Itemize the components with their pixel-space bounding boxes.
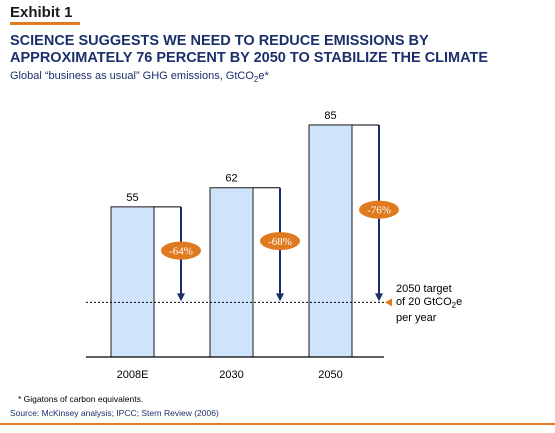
value-label: 62 bbox=[225, 173, 237, 185]
reduction-label: -64% bbox=[169, 246, 193, 258]
target-line-3: per year bbox=[396, 312, 437, 325]
category-label: 2030 bbox=[219, 369, 243, 381]
target-annotation: 2050 target of 20 GtCO2e per year bbox=[396, 283, 462, 325]
reduction-arrow-head bbox=[276, 293, 284, 302]
reduction-badge bbox=[260, 232, 300, 251]
reduction-label: -68% bbox=[268, 236, 292, 248]
category-label: 2050 bbox=[318, 369, 342, 381]
reduction-badge bbox=[359, 200, 399, 219]
subtitle-text: Global “business as usual” GHG emissions… bbox=[10, 70, 254, 82]
category-label: 2008E bbox=[117, 369, 149, 381]
bottom-divider bbox=[0, 423, 555, 425]
bar-2008E bbox=[110, 206, 155, 358]
target-line-2: of 20 GtCO2e bbox=[396, 296, 462, 312]
target-line-2-subscript: 2 bbox=[451, 301, 457, 311]
subtitle-subscript: 2 bbox=[253, 75, 259, 85]
target-line-2-text: of 20 GtCO bbox=[396, 296, 452, 308]
reduction-label: -76% bbox=[367, 205, 391, 217]
value-label: 55 bbox=[126, 192, 138, 204]
target-pointer bbox=[385, 298, 392, 307]
source-note: Source: McKinsey analysis; IPCC; Stern R… bbox=[10, 408, 219, 418]
reduction-badge bbox=[161, 241, 201, 260]
exhibit-label: Exhibit 1 bbox=[10, 4, 73, 21]
value-label: 85 bbox=[324, 110, 336, 122]
bar-2030 bbox=[209, 187, 254, 358]
chart-subtitle: Global “business as usual” GHG emissions… bbox=[10, 70, 550, 84]
target-line-1: 2050 target bbox=[396, 283, 452, 295]
reduction-arrow-head bbox=[375, 293, 383, 302]
subtitle-suffix: e* bbox=[258, 70, 269, 82]
bar-2050 bbox=[308, 124, 353, 358]
exhibit-underline bbox=[10, 22, 80, 25]
footnote: * Gigatons of carbon equivalents. bbox=[18, 394, 144, 404]
chart-title: SCIENCE SUGGESTS WE NEED TO REDUCE EMISS… bbox=[10, 33, 489, 66]
target-line-2-suffix: e bbox=[456, 296, 463, 308]
reduction-arrow-head bbox=[177, 293, 185, 302]
